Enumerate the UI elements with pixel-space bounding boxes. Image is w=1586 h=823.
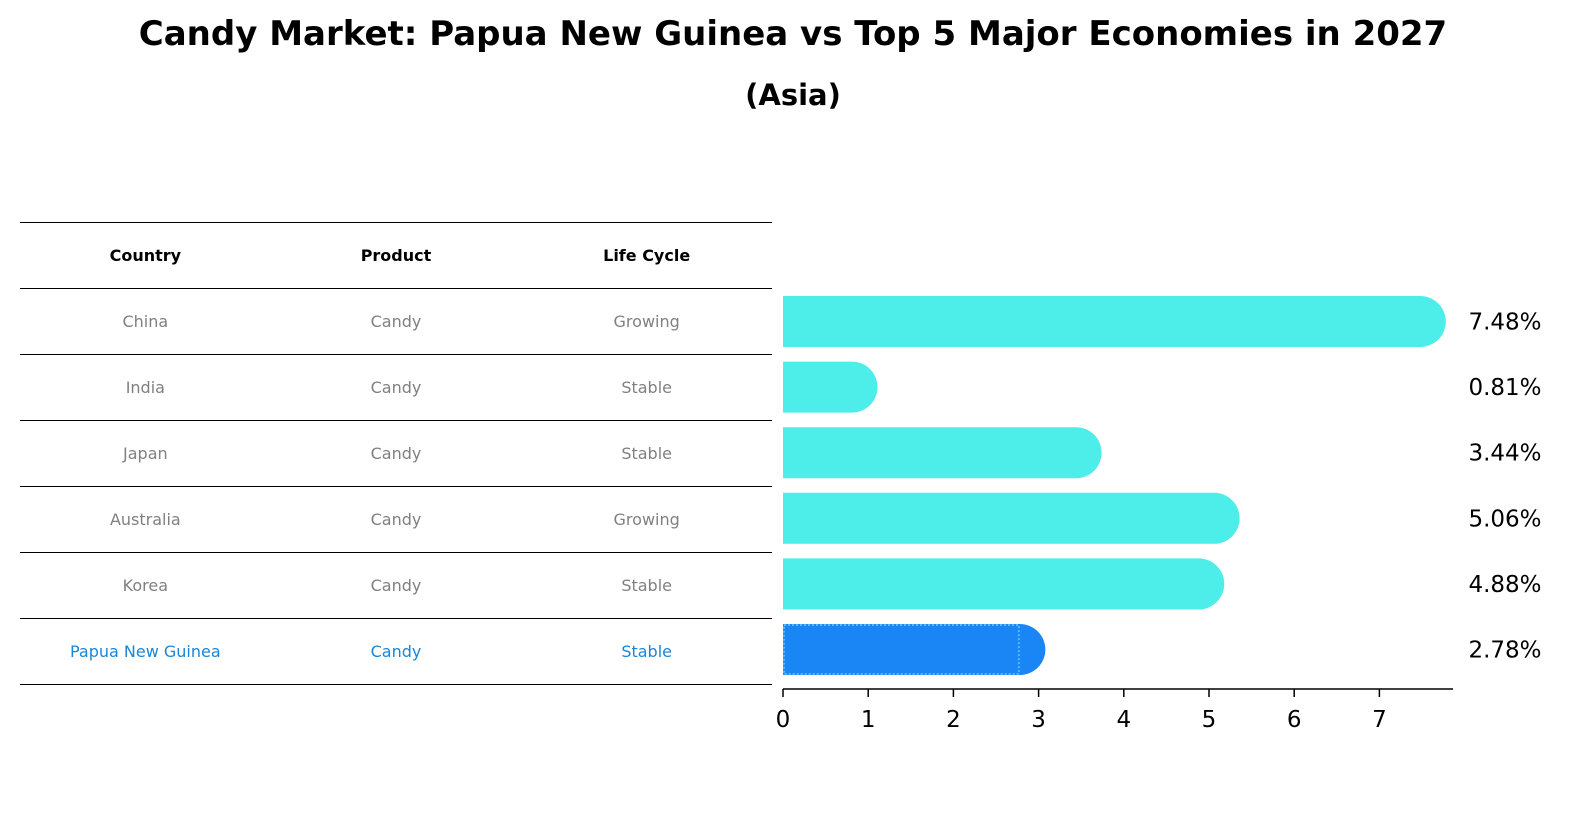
cell-country: Japan [20, 420, 271, 487]
x-tick-label: 3 [1031, 707, 1046, 733]
table-row: India Candy Stable [20, 354, 772, 421]
table-row: Japan Candy Stable [20, 420, 772, 487]
cell-product: Candy [270, 618, 522, 685]
cell-country: India [20, 354, 271, 421]
cell-life-cycle: Growing [521, 288, 772, 355]
cell-product: Candy [270, 354, 522, 421]
value-label: 4.88% [1468, 572, 1541, 598]
x-tick-label: 2 [946, 707, 961, 733]
table-row-highlight: Papua New Guinea Candy Stable [20, 618, 772, 685]
cell-life-cycle: Stable [521, 354, 772, 421]
table-row: Australia Candy Growing [20, 486, 772, 553]
x-tick-label: 4 [1116, 707, 1131, 733]
chart-subtitle: (Asia) [745, 78, 841, 112]
cell-product: Candy [270, 288, 522, 355]
cell-product: Candy [270, 486, 522, 553]
value-label: 2.78% [1468, 638, 1541, 664]
bar-japan [783, 427, 1102, 479]
cell-product: Candy [270, 552, 522, 619]
cell-life-cycle: Stable [521, 618, 772, 685]
x-tick-label: 5 [1202, 707, 1217, 733]
x-tick-label: 6 [1287, 707, 1302, 733]
header-life-cycle: Life Cycle [521, 222, 772, 289]
cell-product: Candy [270, 420, 522, 487]
cell-country: Korea [20, 552, 271, 619]
bar-highlight-outline [783, 624, 1020, 675]
bar-india [783, 361, 878, 413]
x-tick-label: 7 [1372, 707, 1387, 733]
data-table: Country Product Life Cycle China Candy G… [20, 222, 772, 685]
cell-country: Australia [20, 486, 271, 553]
header-product: Product [270, 222, 522, 289]
table-row: Korea Candy Stable [20, 552, 772, 619]
bar-papua-new-guinea [783, 624, 1046, 675]
table-header-row: Country Product Life Cycle [20, 222, 772, 289]
value-label: 5.06% [1468, 506, 1541, 532]
cell-life-cycle: Stable [521, 420, 772, 487]
header-country: Country [20, 222, 271, 289]
bar-australia [783, 492, 1240, 544]
cell-life-cycle: Growing [521, 486, 772, 553]
bar-korea [783, 558, 1225, 610]
chart-title: Candy Market: Papua New Guinea vs Top 5 … [138, 14, 1448, 54]
x-tick-label: 1 [861, 707, 876, 733]
cell-country: China [20, 288, 271, 355]
value-label: 7.48% [1468, 310, 1541, 336]
value-label: 0.81% [1468, 375, 1541, 401]
value-label: 3.44% [1468, 441, 1541, 467]
table-row: China Candy Growing [20, 288, 772, 355]
cell-life-cycle: Stable [521, 552, 772, 619]
bar-china [783, 296, 1446, 347]
x-tick-label: 0 [776, 707, 791, 733]
cell-country: Papua New Guinea [20, 618, 271, 685]
